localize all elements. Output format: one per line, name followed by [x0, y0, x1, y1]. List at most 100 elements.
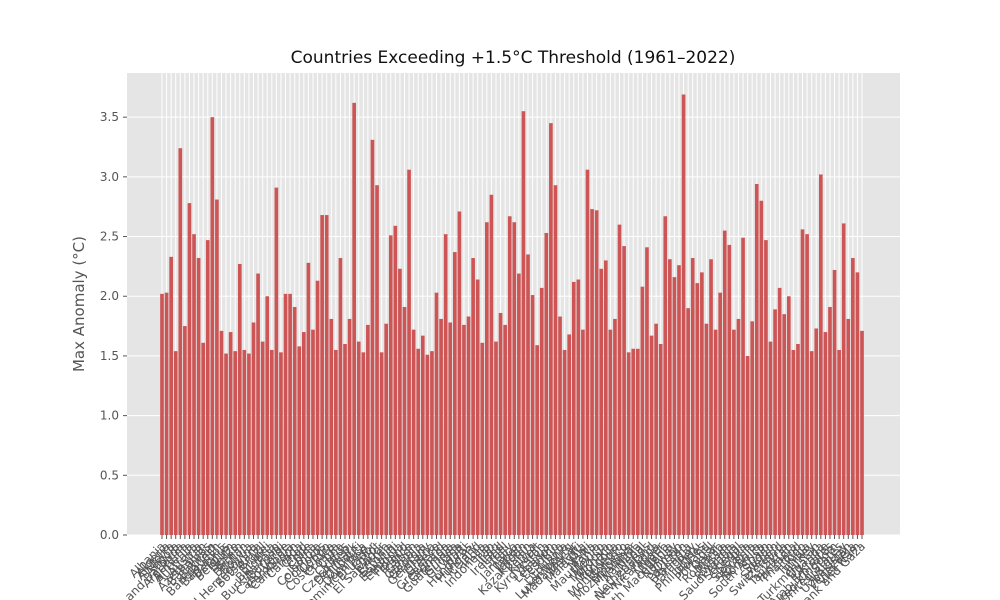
bar — [324, 215, 329, 535]
bar — [764, 240, 768, 536]
bar — [315, 280, 320, 535]
bar — [851, 258, 855, 535]
bar — [187, 203, 192, 535]
bar — [173, 351, 178, 535]
bar — [745, 355, 750, 535]
bar — [814, 328, 819, 535]
bar — [265, 296, 270, 535]
bar — [411, 329, 416, 535]
bar — [773, 309, 777, 535]
bar — [791, 349, 796, 535]
bar — [288, 293, 292, 535]
bar — [654, 323, 658, 535]
bar — [388, 235, 393, 536]
bar — [718, 292, 722, 535]
bar — [526, 254, 530, 535]
bar — [695, 283, 700, 535]
bar — [398, 268, 402, 535]
bar — [741, 237, 745, 535]
bar — [283, 293, 288, 535]
bar — [617, 224, 622, 535]
bar — [347, 318, 352, 535]
bar — [677, 265, 681, 535]
bar — [297, 346, 302, 535]
bar — [768, 341, 773, 535]
bar — [668, 259, 672, 535]
bar — [215, 199, 219, 535]
bar — [686, 308, 690, 535]
bar — [302, 332, 306, 535]
y-tick-label: 0.0 — [100, 528, 119, 542]
bar — [402, 306, 407, 535]
bar — [672, 277, 677, 535]
bar — [407, 169, 411, 535]
bar — [443, 234, 448, 536]
bar — [356, 341, 361, 535]
bar — [425, 354, 430, 535]
bar — [782, 314, 787, 535]
bar — [393, 225, 398, 535]
bar — [713, 329, 718, 535]
bar — [832, 269, 837, 535]
bar — [462, 324, 466, 535]
bar — [681, 94, 686, 535]
bar — [549, 123, 553, 536]
bar — [457, 211, 462, 535]
bar — [539, 287, 544, 535]
bar — [846, 318, 851, 535]
bar — [256, 273, 260, 535]
bar — [224, 353, 228, 535]
y-tick-label: 0.5 — [100, 468, 119, 482]
bar — [700, 272, 704, 535]
bar — [434, 292, 439, 535]
bar — [306, 262, 311, 535]
bar — [649, 335, 654, 535]
y-tick-label: 3.0 — [100, 170, 119, 184]
bar — [613, 318, 617, 535]
bar — [562, 349, 567, 535]
bar — [498, 312, 503, 535]
bar — [512, 222, 517, 536]
bar — [599, 268, 604, 535]
bar — [544, 232, 549, 535]
y-tick-label: 2.5 — [100, 230, 119, 244]
bar — [750, 321, 755, 535]
bar — [201, 342, 206, 535]
bar — [590, 209, 594, 535]
bar — [805, 234, 809, 536]
bar — [585, 169, 590, 535]
bar — [352, 102, 356, 535]
bar — [480, 342, 485, 535]
bar — [635, 348, 640, 535]
bar — [754, 184, 759, 535]
bar — [567, 334, 572, 535]
bar — [384, 323, 389, 535]
bar — [379, 352, 384, 535]
bar — [219, 330, 224, 535]
bar — [535, 345, 539, 535]
bar — [507, 216, 512, 536]
bar — [777, 287, 782, 535]
bar — [269, 349, 274, 535]
bar — [205, 240, 210, 536]
bar — [576, 279, 581, 535]
bar — [279, 352, 283, 535]
bar — [823, 332, 828, 535]
bar — [489, 194, 494, 535]
y-tick-label: 2.0 — [100, 289, 119, 303]
bar — [183, 326, 187, 535]
bar — [475, 279, 480, 535]
bar — [709, 259, 713, 535]
bar — [471, 258, 475, 535]
bar — [626, 352, 631, 535]
bar — [640, 286, 645, 535]
bar — [631, 348, 636, 535]
bar — [690, 258, 695, 535]
bar — [828, 306, 832, 535]
bar — [311, 329, 315, 535]
bar — [439, 318, 443, 535]
bar — [196, 258, 201, 535]
bar — [645, 247, 649, 536]
bar — [736, 318, 741, 535]
bar — [237, 264, 242, 535]
